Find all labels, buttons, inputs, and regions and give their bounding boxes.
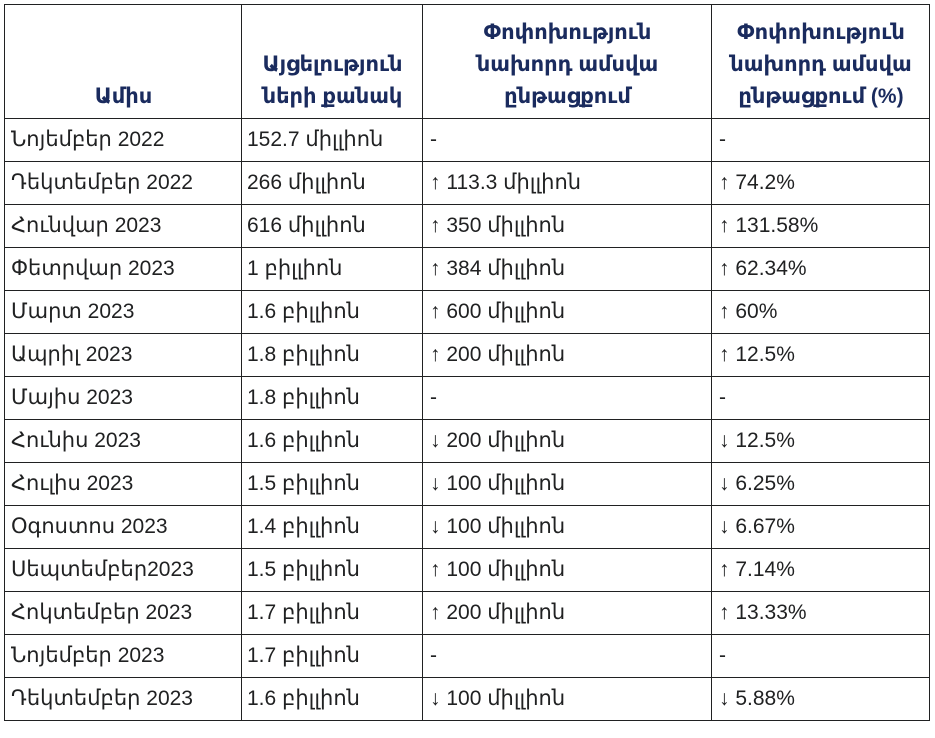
table-row: Մայիս 2023 1.8 բիլլիոն - - xyxy=(4,376,930,420)
month-cell: Հոկտեմբեր 2023 xyxy=(4,591,242,635)
table-row: Ապրիլ 2023 1.8 բիլլիոն ↑ 200 միլլիոն ↑ 12.5… xyxy=(4,333,930,377)
header-visit-count: Այցելություն ների քանակ xyxy=(241,4,423,119)
change-percent-cell: - xyxy=(711,634,930,678)
table-row: Սեպտեմբեր2023 1.5 բիլլիոն ↑ 100 միլլիոն ↑ 7… xyxy=(4,548,930,592)
header-month: Ամիս xyxy=(4,4,242,119)
header-change-percent: Փոփոխություն նախորդ ամսվա ընթացքում (%) xyxy=(711,4,930,119)
change-percent-cell: ↑ 74.2% xyxy=(711,161,930,205)
month-cell: Օգոստոս 2023 xyxy=(4,505,242,549)
table-row: Հունիս 2023 1.6 բիլլիոն ↓ 200 միլլիոն ↓ 12.… xyxy=(4,419,930,463)
change-cell: - xyxy=(422,118,712,162)
month-cell: Հունիս 2023 xyxy=(4,419,242,463)
change-percent-cell: ↑ 13.33% xyxy=(711,591,930,635)
table-row: Մարտ 2023 1.6 բիլլիոն ↑ 600 միլլիոն ↑ 60% xyxy=(4,290,930,334)
change-percent-cell: ↓ 6.67% xyxy=(711,505,930,549)
header-month-label: Ամիս xyxy=(94,85,153,108)
header-change-line-2: նախորդ ամսվա xyxy=(476,53,659,76)
table-row: Դեկտեմբեր 2023 1.6 բիլլիոն ↓ 100 միլլիոն ↓ … xyxy=(4,677,930,721)
visits-cell: 1.7 բիլլիոն xyxy=(241,634,423,678)
header-row: Ամիս Այցելություն ների քանակ Փոփոխությու… xyxy=(4,4,930,119)
month-cell: Հունվար 2023 xyxy=(4,204,242,248)
change-percent-cell: - xyxy=(711,376,930,420)
header-change-line-3: ընթացքում xyxy=(504,85,631,108)
table-row: Նոյեմբեր 2023 1.7 բիլլիոն - - xyxy=(4,634,930,678)
month-cell: Նոյեմբեր 2022 xyxy=(4,118,242,162)
visits-cell: 266 միլլիոն xyxy=(241,161,423,205)
change-cell: ↑ 600 միլլիոն xyxy=(422,290,712,334)
change-cell: ↑ 384 միլլիոն xyxy=(422,247,712,291)
visits-cell: 1.4 բիլլիոն xyxy=(241,505,423,549)
visits-cell: 1.8 բիլլիոն xyxy=(241,376,423,420)
month-cell: Փետրվար 2023 xyxy=(4,247,242,291)
change-cell: ↓ 200 միլլիոն xyxy=(422,419,712,463)
header-change: Փոփոխություն նախորդ ամսվա ընթացքում xyxy=(422,4,712,119)
visits-cell: 1.6 բիլլիոն xyxy=(241,290,423,334)
change-percent-cell: ↑ 12.5% xyxy=(711,333,930,377)
change-cell: ↑ 200 միլլիոն xyxy=(422,591,712,635)
month-cell: Դեկտեմբեր 2023 xyxy=(4,677,242,721)
visits-cell: 1.8 բիլլիոն xyxy=(241,333,423,377)
table-row: Փետրվար 2023 1 բիլլիոն ↑ 384 միլլիոն ↑ 62.3… xyxy=(4,247,930,291)
month-cell: Ապրիլ 2023 xyxy=(4,333,242,377)
change-cell: ↑ 350 միլլիոն xyxy=(422,204,712,248)
visits-cell: 1.7 բիլլիոն xyxy=(241,591,423,635)
table-row: Հուլիս 2023 1.5 բիլլիոն ↓ 100 միլլիոն ↓ 6.2… xyxy=(4,462,930,506)
change-cell: ↑ 113.3 միլլիոն xyxy=(422,161,712,205)
visits-cell: 1.6 բիլլիոն xyxy=(241,677,423,721)
change-cell: ↑ 200 միլլիոն xyxy=(422,333,712,377)
header-change-percent-line-2: նախորդ ամսվա xyxy=(730,53,912,76)
header-visit-count-line-1: Այցելություն xyxy=(262,53,403,76)
visits-cell: 152.7 միլլիոն xyxy=(241,118,423,162)
change-percent-cell: ↓ 12.5% xyxy=(711,419,930,463)
month-cell: Հուլիս 2023 xyxy=(4,462,242,506)
month-cell: Մայիս 2023 xyxy=(4,376,242,420)
visits-cell: 1.5 բիլլիոն xyxy=(241,462,423,506)
change-percent-cell: ↑ 60% xyxy=(711,290,930,334)
change-percent-cell: ↑ 7.14% xyxy=(711,548,930,592)
table-row: Հունվար 2023 616 միլլիոն ↑ 350 միլլիոն ↑ 13… xyxy=(4,204,930,248)
change-percent-cell: - xyxy=(711,118,930,162)
month-cell: Դեկտեմբեր 2022 xyxy=(4,161,242,205)
change-cell: ↓ 100 միլլիոն xyxy=(422,677,712,721)
visits-cell: 1.5 բիլլիոն xyxy=(241,548,423,592)
change-cell: - xyxy=(422,376,712,420)
change-percent-cell: ↑ 131.58% xyxy=(711,204,930,248)
table-row: Հոկտեմբեր 2023 1.7 բիլլիոն ↑ 200 միլլիոն ↑ … xyxy=(4,591,930,635)
table-body: Նոյեմբեր 2022 152.7 միլլիոն - - Դեկտեմբեր 20… xyxy=(4,118,930,721)
visits-cell: 616 միլլիոն xyxy=(241,204,423,248)
month-cell: Սեպտեմբեր2023 xyxy=(4,548,242,592)
table-row: Դեկտեմբեր 2022 266 միլլիոն ↑ 113.3 միլլիոն… xyxy=(4,161,930,205)
month-cell: Նոյեմբեր 2023 xyxy=(4,634,242,678)
change-percent-cell: ↓ 6.25% xyxy=(711,462,930,506)
change-percent-cell: ↑ 62.34% xyxy=(711,247,930,291)
table-row: Նոյեմբեր 2022 152.7 միլլիոն - - xyxy=(4,118,930,162)
change-cell: ↓ 100 միլլիոն xyxy=(422,505,712,549)
change-cell: ↓ 100 միլլիոն xyxy=(422,462,712,506)
month-cell: Մարտ 2023 xyxy=(4,290,242,334)
change-percent-cell: ↓ 5.88% xyxy=(711,677,930,721)
visits-table: Ամիս Այցելություն ների քանակ Փոփոխությու… xyxy=(4,4,930,721)
header-change-line-1: Փոփոխություն xyxy=(483,21,652,44)
table-header: Ամիս Այցելություն ների քանակ Փոփոխությու… xyxy=(4,4,930,119)
header-visit-count-line-2: ների քանակ xyxy=(262,85,403,108)
change-cell: - xyxy=(422,634,712,678)
change-cell: ↑ 100 միլլիոն xyxy=(422,548,712,592)
header-change-percent-line-1: Փոփոխություն xyxy=(737,21,905,44)
header-change-percent-line-3: ընթացքում (%) xyxy=(738,85,904,108)
visits-cell: 1 բիլլիոն xyxy=(241,247,423,291)
visits-cell: 1.6 բիլլիոն xyxy=(241,419,423,463)
table-row: Օգոստոս 2023 1.4 բիլլիոն ↓ 100 միլլիոն ↓ 6.… xyxy=(4,505,930,549)
